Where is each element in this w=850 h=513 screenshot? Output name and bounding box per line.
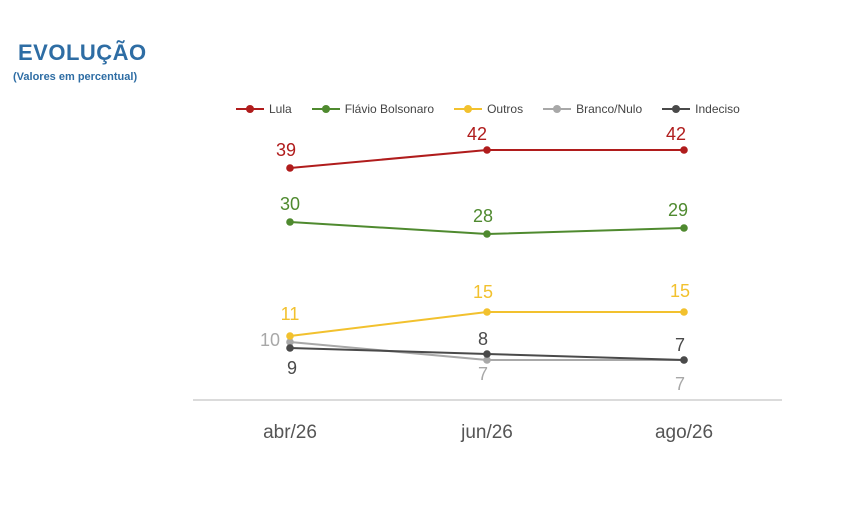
legend-swatch-branco-nulo: [543, 104, 572, 114]
data-label-outros-0: 11: [281, 304, 300, 324]
data-label-indeciso-0: 9: [287, 358, 297, 378]
data-point-indeciso-0: [286, 344, 294, 352]
data-point-indeciso-2: [680, 356, 688, 364]
legend-item-outros: Outros: [454, 102, 523, 116]
legend-swatch-flavio-bolsonaro: [311, 104, 340, 114]
data-label-branco-nulo-0: 10: [260, 330, 280, 350]
data-label-branco-nulo-2: 7: [675, 374, 685, 394]
data-label-lula-1: 42: [467, 124, 487, 144]
legend-label-lula: Lula: [269, 102, 292, 116]
data-label-fl-vio-bolsonaro-1: 28: [473, 206, 493, 226]
data-point-lula-0: [286, 164, 294, 172]
data-point-outros-2: [680, 308, 688, 316]
data-label-lula-0: 39: [276, 140, 296, 160]
x-tick-label-abr-26: abr/26: [263, 422, 317, 443]
data-label-fl-vio-bolsonaro-2: 29: [668, 200, 688, 220]
data-label-indeciso-1: 8: [478, 329, 488, 349]
data-label-fl-vio-bolsonaro-0: 30: [280, 194, 300, 214]
data-point-lula-2: [680, 146, 688, 154]
data-point-indeciso-1: [483, 350, 491, 358]
x-tick-label-jun-26: jun/26: [460, 422, 513, 443]
legend-label-indeciso: Indeciso: [695, 102, 740, 116]
data-point-lula-1: [483, 146, 491, 154]
data-label-indeciso-2: 7: [675, 335, 685, 355]
legend-item-lula: Lula: [236, 102, 292, 116]
chart-legend: Lula Flávio Bolsonaro Outros Branco/Nulo…: [236, 102, 740, 116]
legend-swatch-indeciso: [662, 104, 691, 114]
data-point-branco-nulo-0: [286, 338, 294, 346]
data-label-outros-2: 15: [670, 281, 690, 301]
x-tick-label-ago-26: ago/26: [655, 422, 713, 443]
data-point-fl-vio-bolsonaro-2: [680, 224, 688, 232]
data-point-outros-0: [286, 332, 294, 340]
chart-title: EVOLUÇÃO: [18, 40, 147, 65]
data-point-branco-nulo-1: [483, 356, 491, 364]
data-point-outros-1: [483, 308, 491, 316]
legend-item-branco-nulo: Branco/Nulo: [543, 102, 642, 116]
data-label-lula-2: 42: [666, 124, 686, 144]
legend-swatch-lula: [236, 104, 264, 114]
data-label-branco-nulo-1: 7: [478, 364, 488, 384]
legend-swatch-outros: [454, 104, 483, 114]
legend-label-flavio-bolsonaro: Flávio Bolsonaro: [344, 102, 435, 116]
data-point-fl-vio-bolsonaro-0: [286, 218, 294, 226]
data-label-outros-1: 15: [473, 282, 493, 302]
legend-item-flavio-bolsonaro: Flávio Bolsonaro: [311, 102, 435, 116]
chart-subtitle: (Valores em percentual): [13, 71, 138, 83]
legend-item-indeciso: Indeciso: [662, 102, 740, 116]
legend-label-outros: Outros: [487, 102, 524, 116]
legend-label-branco-nulo: Branco/Nulo: [576, 102, 643, 116]
data-point-fl-vio-bolsonaro-1: [483, 230, 491, 238]
